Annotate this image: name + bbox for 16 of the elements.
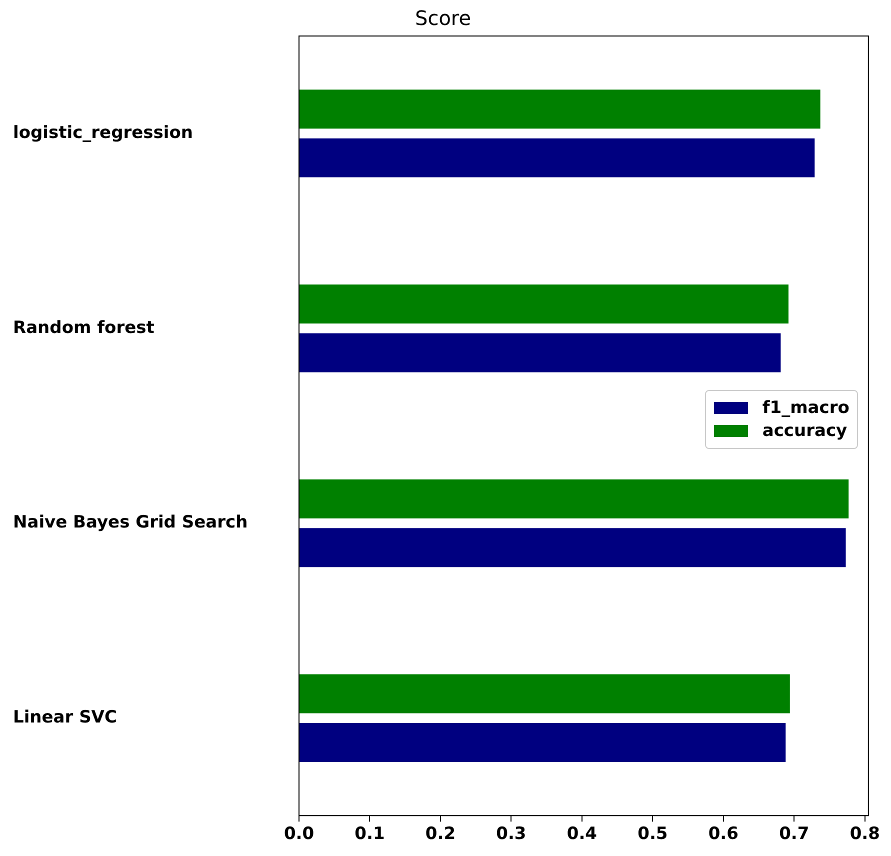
x-tick-label: 0.3 xyxy=(496,824,526,844)
x-tick-label: 0.1 xyxy=(354,824,385,844)
x-tick-label: 0.0 xyxy=(284,824,314,844)
x-tick-label: 0.5 xyxy=(638,824,668,844)
legend-label: f1_macro xyxy=(762,398,850,418)
x-tick-label: 0.7 xyxy=(779,824,810,844)
x-tick-label: 0.4 xyxy=(566,824,598,844)
legend-label: accuracy xyxy=(762,420,848,441)
y-tick-label: Linear SVC xyxy=(13,708,117,728)
y-tick-label: Random forest xyxy=(13,318,154,338)
x-tick-label: 0.6 xyxy=(708,824,738,844)
x-tick-label: 0.8 xyxy=(850,824,880,844)
y-tick-label: Naive Bayes Grid Search xyxy=(13,512,248,533)
x-tick-label: 0.2 xyxy=(425,824,456,844)
y-tick-label: logistic_regression xyxy=(13,122,193,143)
chart-title: Score xyxy=(414,6,472,30)
